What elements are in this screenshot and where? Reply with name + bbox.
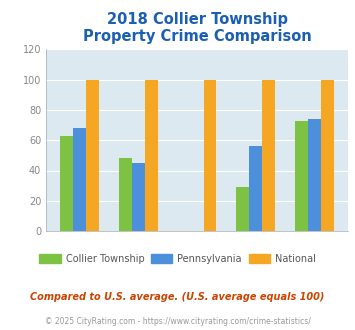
Text: Compared to U.S. average. (U.S. average equals 100): Compared to U.S. average. (U.S. average … <box>30 292 325 302</box>
Bar <box>86 80 99 231</box>
Bar <box>321 80 334 231</box>
Bar <box>144 80 158 231</box>
Legend: Collier Township, Pennsylvania, National: Collier Township, Pennsylvania, National <box>36 249 320 267</box>
Bar <box>60 136 73 231</box>
Bar <box>250 146 262 231</box>
Bar <box>119 158 132 231</box>
Bar <box>308 119 321 231</box>
Bar <box>295 120 308 231</box>
Text: © 2025 CityRating.com - https://www.cityrating.com/crime-statistics/: © 2025 CityRating.com - https://www.city… <box>45 317 310 326</box>
Bar <box>73 128 86 231</box>
Bar <box>203 80 217 231</box>
Title: 2018 Collier Township
Property Crime Comparison: 2018 Collier Township Property Crime Com… <box>83 12 311 44</box>
Bar <box>132 163 144 231</box>
Bar <box>236 187 250 231</box>
Bar <box>262 80 275 231</box>
